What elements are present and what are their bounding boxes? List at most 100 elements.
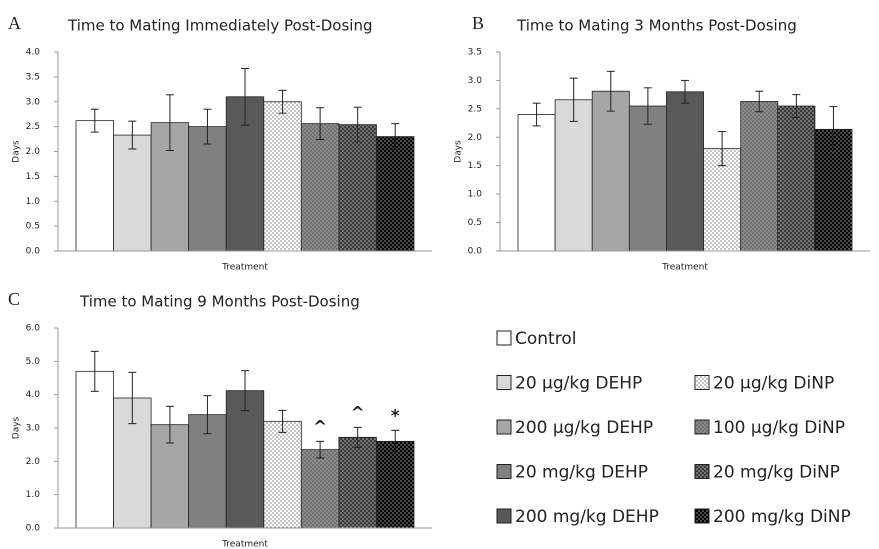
legend-label: 200 mg/kg DiNP <box>713 507 851 527</box>
y-tick-label: 0.0 <box>26 524 41 534</box>
y-tick-label: 2.5 <box>26 122 40 132</box>
legend-swatch <box>496 375 512 390</box>
bar <box>591 90 630 252</box>
y-tick-label: 3.0 <box>26 424 41 434</box>
y-tick-label: 3.0 <box>468 76 483 86</box>
error-bar <box>203 108 212 145</box>
error-bar <box>643 87 652 125</box>
y-tick-label: 2.0 <box>26 147 41 157</box>
chart-title: Time to Mating 9 Months Post-Dosing <box>79 293 360 311</box>
error-bar <box>165 405 174 444</box>
y-axis-label: Days <box>12 140 22 163</box>
legend-label: Control <box>515 329 576 349</box>
legend-label: 20 µg/kg DEHP <box>515 374 642 394</box>
y-tick-label: 0.0 <box>26 247 41 257</box>
error-bar <box>278 409 287 433</box>
bar <box>554 99 593 252</box>
legend-label: 20 mg/kg DEHP <box>515 463 648 483</box>
bar <box>628 105 667 252</box>
panel-label: A <box>8 13 21 33</box>
y-tick-label: 0.5 <box>468 218 482 228</box>
legend-swatch <box>496 330 512 346</box>
bar <box>263 420 302 529</box>
legend-label: 200 mg/kg DEHP <box>515 507 659 527</box>
bar <box>338 124 377 252</box>
error-bar <box>128 371 137 425</box>
bar <box>75 370 114 529</box>
y-axis-label: Days <box>454 140 464 163</box>
error-bar <box>316 440 325 459</box>
y-tick-label: 4.0 <box>26 48 41 58</box>
chart-title: Time to Mating 3 Months Post-Dosing <box>516 17 797 35</box>
legend-label: 100 µg/kg DiNP <box>713 418 845 438</box>
bar <box>188 126 227 252</box>
bar <box>376 136 415 252</box>
legend-swatch <box>694 375 710 390</box>
y-tick-label: 4.0 <box>26 390 41 400</box>
legend-swatch <box>694 508 710 524</box>
y-tick-label: 1.0 <box>26 490 41 500</box>
error-bar <box>391 123 400 151</box>
error-bar <box>718 131 727 167</box>
error-bar <box>792 94 801 118</box>
y-tick-label: 0.0 <box>468 247 483 257</box>
y-tick-label: 3.0 <box>26 97 41 107</box>
error-bar <box>90 108 99 133</box>
bar <box>666 91 704 252</box>
bar <box>300 123 340 252</box>
x-axis-label: Treatment <box>661 263 708 273</box>
bar <box>75 120 114 252</box>
error-bar <box>755 90 764 113</box>
y-tick-label: 2.0 <box>26 457 41 467</box>
bar <box>740 101 779 252</box>
bar <box>517 114 556 252</box>
bar <box>338 436 377 529</box>
error-bar <box>203 395 212 435</box>
y-tick-label: 6.0 <box>26 324 41 334</box>
legend-label: 20 mg/kg DiNP <box>713 463 840 483</box>
error-bar <box>391 429 400 453</box>
y-tick-label: 2.0 <box>468 133 483 143</box>
error-bar <box>278 89 287 114</box>
bar <box>113 134 152 252</box>
error-bar <box>606 70 615 112</box>
error-bar <box>90 350 99 392</box>
panel-label: C <box>8 289 20 309</box>
legend-swatch <box>496 464 512 479</box>
error-bar <box>316 107 325 141</box>
significance-mark: * <box>391 406 400 426</box>
error-bar <box>353 106 362 143</box>
bar <box>263 101 302 252</box>
y-tick-label: 3.5 <box>26 72 40 82</box>
y-tick-label: 2.5 <box>468 104 482 114</box>
legend-label: 20 µg/kg DiNP <box>713 374 834 394</box>
panel-label: B <box>472 13 484 33</box>
error-bar <box>681 79 689 104</box>
chart-title: Time to Mating Immediately Post-Dosing <box>67 17 373 35</box>
error-bar <box>532 102 541 127</box>
legend-swatch <box>496 508 512 524</box>
error-bar <box>241 370 249 412</box>
error-bar <box>569 77 578 122</box>
bar <box>300 449 340 529</box>
y-tick-label: 3.5 <box>468 48 482 58</box>
error-bar <box>241 67 249 126</box>
y-tick-label: 1.5 <box>468 161 482 171</box>
error-bar <box>829 106 838 153</box>
error-bar <box>128 120 137 150</box>
y-tick-label: 0.5 <box>26 222 40 232</box>
error-bar <box>165 94 174 152</box>
legend-swatch <box>496 419 512 435</box>
legend-swatch <box>694 464 710 479</box>
y-tick-label: 1.0 <box>26 197 41 207</box>
significance-mark: ^ <box>313 417 327 437</box>
bar <box>225 390 265 529</box>
y-axis-label: Days <box>12 416 22 439</box>
bar <box>777 105 816 252</box>
legend-swatch <box>694 419 710 435</box>
x-axis-label: Treatment <box>221 263 268 273</box>
legend-label: 200 µg/kg DEHP <box>515 418 653 438</box>
x-axis-label: Treatment <box>221 540 268 549</box>
y-tick-label: 1.0 <box>468 190 483 200</box>
